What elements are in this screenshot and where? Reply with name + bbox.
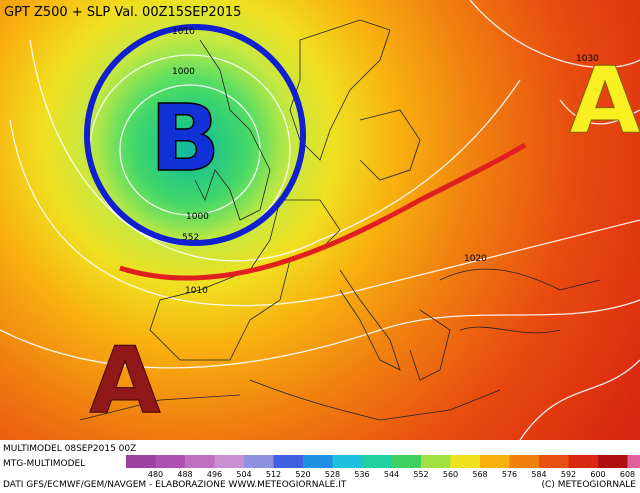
legend-label: 544: [384, 470, 399, 479]
ridge-line: [119, 142, 527, 281]
isobar-label: 1000: [172, 67, 195, 77]
legend-swatch: [539, 455, 569, 468]
legend-swatch: [332, 455, 362, 468]
legend-swatch: [303, 455, 333, 468]
isobar-label: 1020: [464, 254, 487, 264]
legend-swatch: [362, 455, 392, 468]
legend-label: 536: [354, 470, 369, 479]
isobar-label: 1030: [576, 54, 599, 64]
legend-label: 576: [502, 470, 517, 479]
legend-swatch: [480, 455, 510, 468]
legend-swatch: [155, 455, 185, 468]
legend-label: 480: [148, 470, 163, 479]
run-label: MULTIMODEL 08SEP2015 00Z: [3, 444, 136, 454]
legend-label: 504: [236, 470, 251, 479]
legend-swatch: [185, 455, 215, 468]
low-circle: [84, 24, 306, 246]
legend-label: 528: [325, 470, 340, 479]
legend-label: 560: [443, 470, 458, 479]
legend-swatch: [273, 455, 303, 468]
copyright-label: (C) METEOGIORNALE: [542, 480, 637, 490]
legend-label: 488: [177, 470, 192, 479]
high-letter: A: [569, 47, 640, 154]
legend-swatch: [214, 455, 244, 468]
color-legend: 480 488 496 504 512 520 528 536 544 552 560 568 576 5…: [126, 455, 640, 479]
isobar-label: 552: [182, 233, 199, 243]
isobar-label: 1010: [185, 286, 208, 296]
isobar-label: 1000: [186, 212, 209, 222]
legend-label: 512: [266, 470, 281, 479]
isobar-label: 1010: [172, 27, 195, 37]
legend-swatch: [126, 455, 156, 468]
legend-label: 584: [531, 470, 546, 479]
legend-label: 608: [620, 470, 635, 479]
coastlines: [79, 19, 601, 421]
low-letter: B: [150, 85, 220, 192]
legend-swatch: [509, 455, 539, 468]
map-title: GPT Z500 + SLP Val. 00Z15SEP2015: [4, 5, 241, 20]
legend-label: 592: [561, 470, 576, 479]
legend-swatch: [450, 455, 480, 468]
legend-label: 520: [295, 470, 310, 479]
legend-label: 568: [472, 470, 487, 479]
model-label: MTG-MULTIMODEL: [3, 459, 85, 469]
legend-label: 600: [590, 470, 605, 479]
high-letter: A: [89, 327, 160, 434]
legend-swatch: [421, 455, 451, 468]
legend-swatch: [568, 455, 598, 468]
legend-swatch: [391, 455, 421, 468]
legend-label: 496: [207, 470, 222, 479]
legend-label: 552: [413, 470, 428, 479]
legend-swatch: [598, 455, 628, 468]
legend-swatch: [244, 455, 274, 468]
source-label: DATI GFS/ECMWF/GEM/NAVGEM - ELABORAZIONE…: [3, 480, 347, 490]
legend-swatch: [627, 455, 640, 468]
